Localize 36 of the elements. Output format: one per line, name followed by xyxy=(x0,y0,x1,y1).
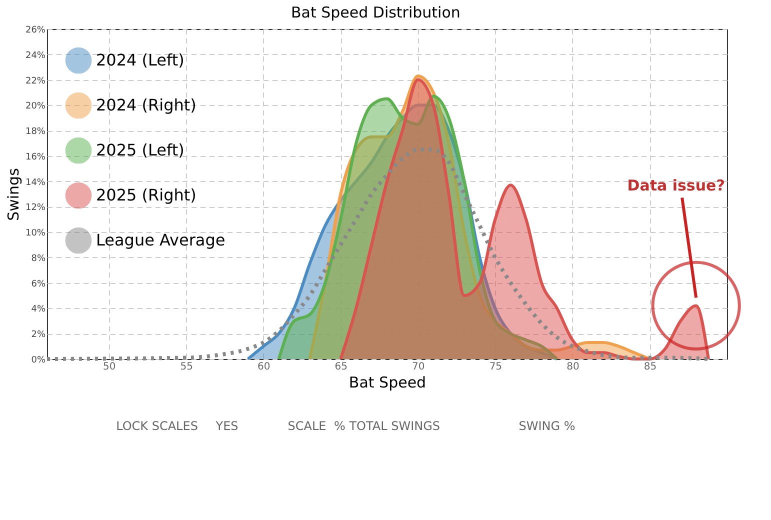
y-tick-label: 10% xyxy=(25,228,46,239)
x-tick-label: 65 xyxy=(334,362,348,372)
text: YES xyxy=(214,419,238,433)
y-axis-title: Swings xyxy=(4,168,22,221)
y-tick-label: 24% xyxy=(25,50,46,61)
y-tick-label: 20% xyxy=(25,102,46,112)
x-tick-label: 60 xyxy=(257,362,270,372)
legend-label: League Average xyxy=(96,230,226,250)
x-tick-label: 55 xyxy=(180,362,193,372)
x-tick-label: 70 xyxy=(412,362,425,372)
x-tick-label: 80 xyxy=(566,362,580,372)
y-tick-label: 14% xyxy=(25,178,46,188)
x-tick-label: 50 xyxy=(102,362,116,372)
text: SCALE xyxy=(288,419,326,433)
legend-label: 2024 (Right) xyxy=(96,96,196,114)
text: LOCK SCALES xyxy=(116,419,198,433)
y-tick-label: 6% xyxy=(31,279,46,290)
legend-label: 2025 (Right) xyxy=(96,186,196,204)
y-tick-label: 8% xyxy=(31,254,46,264)
chart-title: Bat Speed Distribution xyxy=(290,4,460,22)
y-tick-label: 16% xyxy=(25,152,46,162)
text: % TOTAL SWINGS xyxy=(334,419,440,433)
y-tick-label: 22% xyxy=(25,76,46,86)
annotation: Data issue? xyxy=(627,176,725,195)
x-tick-label: 75 xyxy=(489,362,502,372)
legend-label: 2025 (Left) xyxy=(96,140,184,160)
x-tick-label: 85 xyxy=(644,362,657,372)
text: SWING % xyxy=(518,419,576,433)
y-tick-label: 2% xyxy=(31,330,46,340)
y-tick-label: 0% xyxy=(31,356,46,366)
x-axis-title: Bat Speed xyxy=(348,374,426,392)
y-tick-label: 18% xyxy=(25,127,46,138)
legend-label: 2024 (Left) xyxy=(96,50,184,70)
y-tick-label: 4% xyxy=(31,304,46,315)
y-tick-label: 26% xyxy=(25,26,46,36)
y-tick-label: 12% xyxy=(25,203,46,214)
